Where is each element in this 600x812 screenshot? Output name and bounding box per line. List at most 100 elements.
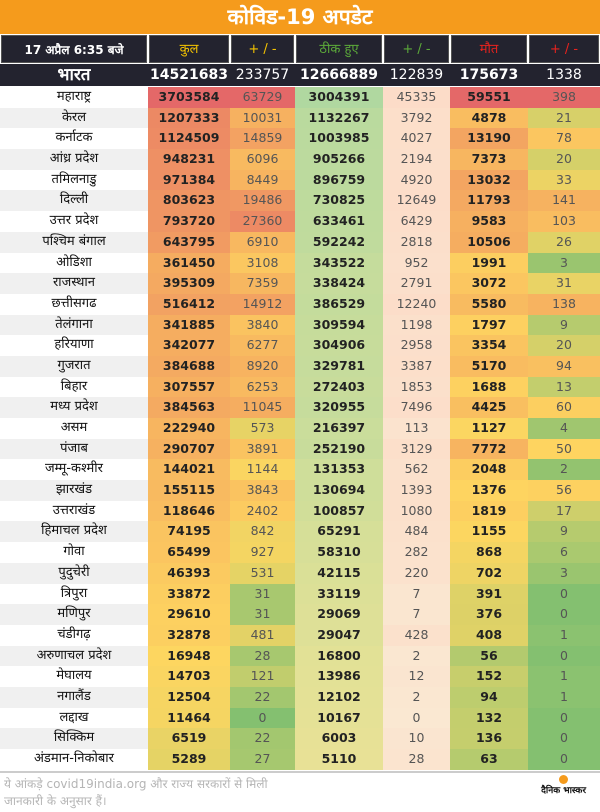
table-row: हरियाणा 342077 6277 304906 2958 3354 20 — [0, 335, 600, 356]
total-cases: 14703 — [148, 666, 230, 687]
table-row: मध्य प्रदेश 384563 11045 320955 7496 4425 60 — [0, 397, 600, 418]
deaths: 391 — [450, 583, 528, 605]
total-cases: 12504 — [148, 686, 230, 708]
deaths-change: 9 — [528, 521, 600, 543]
recovered: 309594 — [295, 314, 383, 336]
deaths-change: 1 — [528, 666, 600, 687]
deaths-change: 31 — [528, 273, 600, 294]
total-cases: 384563 — [148, 397, 230, 418]
recovered: 386529 — [295, 293, 383, 315]
deaths: 11793 — [450, 190, 528, 212]
total-change: 19486 — [230, 190, 295, 212]
footer: ये आंकड़े covid19india.org और राज्य सरका… — [0, 771, 600, 812]
total-change: 27 — [230, 749, 295, 770]
deaths-change: 3 — [528, 562, 600, 584]
table-row: केरल 1207333 10031 1132267 3792 4878 21 — [0, 107, 600, 129]
logo-text: दैनिक भास्कर — [541, 786, 586, 796]
source-note: ये आंकड़े covid19india.org और राज्य सरका… — [4, 777, 268, 808]
deaths: 152 — [450, 666, 528, 687]
total-cases: 307557 — [148, 376, 230, 398]
deaths: 9583 — [450, 211, 528, 232]
total-cases: 144021 — [148, 459, 230, 481]
total-change: 31 — [230, 583, 295, 605]
recovered-change: 3792 — [383, 107, 450, 129]
deaths-change: 0 — [528, 749, 600, 770]
deaths: 63 — [450, 749, 528, 770]
table-row: त्रिपुरा 33872 31 33119 7 391 0 — [0, 583, 600, 605]
recovered: 10167 — [295, 707, 383, 729]
india-total-change: 233757 — [230, 64, 295, 86]
recovered-change: 2194 — [383, 149, 450, 170]
state-name: मध्य प्रदेश — [0, 397, 148, 418]
table-row: पश्चिम बंगाल 643795 6910 592242 2818 10506 26 — [0, 231, 600, 253]
recovered: 730825 — [295, 190, 383, 212]
recovered-change: 484 — [383, 521, 450, 543]
recovered-change: 7496 — [383, 397, 450, 418]
recovered-change: 12649 — [383, 190, 450, 212]
total-cases: 793720 — [148, 211, 230, 232]
deaths-change: 13 — [528, 376, 600, 398]
total-change: 531 — [230, 562, 295, 584]
table-row: हिमाचल प्रदेश 74195 842 65291 484 1155 9 — [0, 521, 600, 543]
table-row: मेघालय 14703 121 13986 12 152 1 — [0, 666, 600, 687]
state-name: ओडिशा — [56, 254, 92, 270]
recovered-change: 562 — [383, 459, 450, 481]
deaths-change: 103 — [528, 211, 600, 232]
state-name: लद्दाख — [59, 709, 89, 725]
deaths-change: 0 — [528, 604, 600, 625]
recovered-change: 7 — [383, 604, 450, 625]
table-row: अंडमान-निकोबार 5289 27 5110 28 63 0 — [0, 749, 600, 770]
col-total: कुल — [149, 35, 229, 63]
recovered: 13986 — [295, 666, 383, 687]
recovered: 216397 — [295, 418, 383, 439]
recovered: 320955 — [295, 397, 383, 418]
recovered-change: 12240 — [383, 293, 450, 315]
table-header: 17 अप्रैल 6:35 बजे कुल + / - ठीक हुए + /… — [0, 34, 600, 63]
recovered-change: 220 — [383, 562, 450, 584]
total-change: 0 — [230, 707, 295, 729]
recovered: 5110 — [295, 749, 383, 770]
total-change: 27360 — [230, 211, 295, 232]
deaths-change: 50 — [528, 438, 600, 460]
table-row: जम्मू-कश्मीर 144021 1144 131353 562 2048 2 — [0, 459, 600, 481]
table-row: उत्तराखंड 118646 2402 100857 1080 1819 17 — [0, 500, 600, 522]
recovered-change: 1080 — [383, 500, 450, 522]
recovered-change: 3129 — [383, 438, 450, 460]
total-change: 14859 — [230, 128, 295, 150]
deaths-change: 20 — [528, 149, 600, 170]
total-cases: 33872 — [148, 583, 230, 605]
deaths-change: 21 — [528, 107, 600, 129]
state-name: गुजरात — [0, 355, 148, 377]
deaths: 56 — [450, 645, 528, 667]
total-cases: 643795 — [148, 231, 230, 253]
table-row: पुदुचेरी 46393 531 42115 220 702 3 — [0, 562, 600, 584]
deaths-change: 26 — [528, 231, 600, 253]
recovered: 6003 — [295, 728, 383, 749]
recovered: 16800 — [295, 645, 383, 667]
total-change: 8449 — [230, 169, 295, 191]
table-row: झारखंड 155115 3843 130694 1393 1376 56 — [0, 480, 600, 501]
state-name: झारखंड — [0, 480, 148, 501]
recovered: 42115 — [295, 562, 383, 584]
deaths: 1155 — [450, 521, 528, 543]
total-cases: 65499 — [148, 542, 230, 563]
deaths: 3354 — [450, 335, 528, 356]
table-row: बिहार 307557 6253 272403 1853 1688 13 — [0, 376, 600, 398]
total-change: 7359 — [230, 273, 295, 294]
deaths-change: 138 — [528, 293, 600, 315]
recovered: 130694 — [295, 480, 383, 501]
recovered-change: 282 — [383, 542, 450, 563]
deaths: 4425 — [450, 397, 528, 418]
recovered: 12102 — [295, 686, 383, 708]
deaths: 1376 — [450, 480, 528, 501]
deaths: 1797 — [450, 314, 528, 336]
total-change: 6253 — [230, 376, 295, 398]
total-cases: 222940 — [148, 418, 230, 439]
total-change: 6277 — [230, 335, 295, 356]
deaths: 59551 — [450, 87, 528, 108]
deaths: 868 — [450, 542, 528, 563]
deaths-change: 6 — [528, 542, 600, 563]
total-cases: 5289 — [148, 749, 230, 770]
deaths-change: 33 — [528, 169, 600, 191]
recovered: 905266 — [295, 149, 383, 170]
